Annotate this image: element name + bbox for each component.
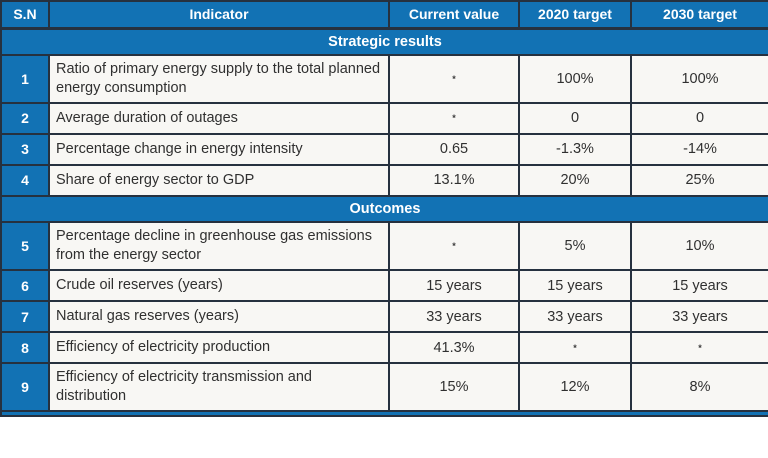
sn-cell: 3 (0, 132, 50, 166)
target-2030-cell: 100% (630, 53, 768, 104)
column-header-sn: S.N (0, 0, 50, 30)
next-section-band-partial (0, 410, 768, 418)
current-value-cell: 15% (388, 361, 520, 413)
sn-cell: 2 (0, 101, 50, 135)
target-2030-cell: 10% (630, 220, 768, 272)
column-header-2030-target: 2030 target (630, 0, 768, 30)
current-value-cell: * (388, 53, 520, 104)
target-2020-cell: * (518, 331, 632, 364)
target-2030-cell: 25% (630, 163, 768, 197)
next-section-band-fill (0, 410, 768, 418)
section-band-row: Outcomes (0, 194, 768, 223)
column-header-indicator: Indicator (48, 0, 390, 30)
current-value-cell: * (388, 220, 520, 272)
target-2020-cell: 20% (518, 163, 632, 197)
target-2020-cell: -1.3% (518, 132, 632, 166)
indicator-cell: Percentage decline in greenhouse gas emi… (48, 220, 390, 272)
sn-cell: 6 (0, 269, 50, 302)
sn-cell: 5 (0, 220, 50, 272)
indicator-cell: Percentage change in energy intensity (48, 132, 390, 166)
target-2020-cell: 5% (518, 220, 632, 272)
sn-cell: 1 (0, 53, 50, 104)
table-row: 3 Percentage change in energy intensity 0.… (0, 132, 768, 166)
targets-table: S.N Indicator Current value 2020 target … (0, 0, 768, 418)
indicator-cell: Share of energy sector to GDP (48, 163, 390, 197)
table-row: 8 Efficiency of electricity production 41.… (0, 331, 768, 364)
target-2030-cell: 8% (630, 361, 768, 413)
column-header-2020-target: 2020 target (518, 0, 632, 30)
indicator-cell: Ratio of primary energy supply to the to… (48, 53, 390, 104)
section-header: Strategic results (0, 27, 768, 56)
current-value-cell: 13.1% (388, 163, 520, 197)
header-row: S.N Indicator Current value 2020 target … (0, 0, 768, 30)
indicator-cell: Average duration of outages (48, 101, 390, 135)
target-2020-cell: 0 (518, 101, 632, 135)
table-row: 2 Average duration of outages * 0 0 (0, 101, 768, 135)
current-value-cell: * (388, 101, 520, 135)
current-value-cell: 0.65 (388, 132, 520, 166)
indicator-cell: Natural gas reserves (years) (48, 300, 390, 333)
section-band-row: Strategic results (0, 27, 768, 56)
target-2030-cell: 15 years (630, 269, 768, 302)
current-value-cell: 33 years (388, 300, 520, 333)
target-2030-cell: 33 years (630, 300, 768, 333)
table-row: 5 Percentage decline in greenhouse gas em… (0, 220, 768, 272)
target-2030-cell: * (630, 331, 768, 364)
column-header-current-value: Current value (388, 0, 520, 30)
target-2020-cell: 15 years (518, 269, 632, 302)
sn-cell: 8 (0, 331, 50, 364)
sn-cell: 7 (0, 300, 50, 333)
sn-cell: 9 (0, 361, 50, 413)
table-row: 6 Crude oil reserves (years) 15 years 15 ye… (0, 269, 768, 302)
target-2030-cell: 0 (630, 101, 768, 135)
table-body: Strategic results 1 Ratio of primary energ… (0, 27, 768, 418)
table-row: 7 Natural gas reserves (years) 33 years 33 … (0, 300, 768, 333)
table-header: S.N Indicator Current value 2020 target … (0, 0, 768, 30)
table-row: 9 Efficiency of electricity transmission … (0, 361, 768, 413)
sn-cell: 4 (0, 163, 50, 197)
target-2030-cell: -14% (630, 132, 768, 166)
target-2020-cell: 12% (518, 361, 632, 413)
indicator-cell: Crude oil reserves (years) (48, 269, 390, 302)
table-row: 4 Share of energy sector to GDP 13.1% 20% 25… (0, 163, 768, 197)
current-value-cell: 41.3% (388, 331, 520, 364)
target-2020-cell: 33 years (518, 300, 632, 333)
table-row: 1 Ratio of primary energy supply to the t… (0, 53, 768, 104)
current-value-cell: 15 years (388, 269, 520, 302)
indicator-cell: Efficiency of electricity transmission a… (48, 361, 390, 413)
indicator-cell: Efficiency of electricity production (48, 331, 390, 364)
target-2020-cell: 100% (518, 53, 632, 104)
section-header: Outcomes (0, 194, 768, 223)
